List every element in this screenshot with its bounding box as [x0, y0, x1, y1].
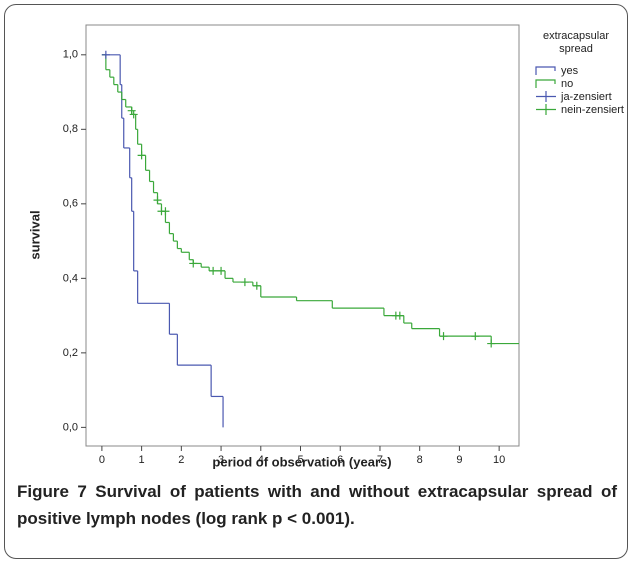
y-tick-label: 0,2 [63, 347, 78, 359]
x-tick-label: 7 [377, 454, 383, 466]
x-axis-label: period of observation (years) [212, 454, 391, 469]
legend-label: nein-zensiert [561, 103, 624, 116]
legend-entry: no [527, 77, 631, 90]
censor-mark [240, 278, 249, 287]
legend-title: extracapsular spread [542, 30, 610, 55]
legend-swatch [535, 79, 556, 88]
censor-mark [153, 196, 162, 205]
y-tick-label: 0,4 [63, 272, 78, 284]
caption-label: Figure 7 [17, 482, 87, 501]
x-tick-label: 6 [337, 454, 343, 466]
x-tick-label: 3 [218, 454, 224, 466]
censor-mark [189, 259, 198, 268]
censor-mark [395, 311, 404, 320]
legend: extracapsular spread yes no ja-zensiert nei… [527, 30, 631, 116]
censor-mark [209, 266, 218, 275]
y-tick-label: 0,8 [63, 123, 78, 135]
x-tick-label: 5 [297, 454, 303, 466]
x-tick-label: 1 [139, 454, 145, 466]
legend-icon [535, 66, 556, 75]
caption: Figure 7 Survival of patients with and w… [17, 478, 617, 532]
censor-mark [101, 50, 110, 59]
legend-label: no [561, 77, 574, 90]
legend-swatch [535, 66, 556, 75]
x-tick-label: 0 [99, 454, 105, 466]
censor-mark [129, 110, 138, 119]
censor-mark [137, 151, 146, 160]
y-axis-label: survival [27, 210, 42, 259]
censor-mark [217, 266, 226, 275]
legend-label: ja-zensiert [561, 90, 612, 103]
y-tick-label: 1,0 [63, 49, 78, 61]
y-tick-label: 0,0 [63, 421, 78, 433]
legend-swatch [536, 91, 556, 102]
plot-area [85, 24, 520, 447]
x-tick-label: 9 [456, 454, 462, 466]
legend-icon [536, 91, 556, 102]
censor-mark [252, 281, 261, 290]
x-tick-label: 4 [258, 454, 264, 466]
legend-entry: nein-zensiert [527, 103, 631, 116]
legend-label: yes [561, 64, 579, 77]
legend-entry: yes [527, 64, 631, 77]
censor-mark [439, 332, 448, 341]
chart: survival period of observation (years) 0… [27, 24, 520, 469]
x-tick-label: 2 [178, 454, 184, 466]
x-tick-label: 10 [493, 454, 505, 466]
y-tick-label: 0,6 [63, 198, 78, 210]
censor-mark [487, 339, 496, 348]
legend-icon [535, 79, 556, 88]
censor-mark [471, 332, 480, 341]
censor-mark [161, 207, 170, 216]
x-tick-label: 8 [417, 454, 423, 466]
caption-text: Survival of patients with and without ex… [17, 482, 617, 528]
legend-entry: ja-zensiert [527, 90, 631, 103]
legend-icon [536, 104, 556, 115]
legend-swatch [536, 104, 556, 115]
censor-mark [127, 106, 136, 115]
